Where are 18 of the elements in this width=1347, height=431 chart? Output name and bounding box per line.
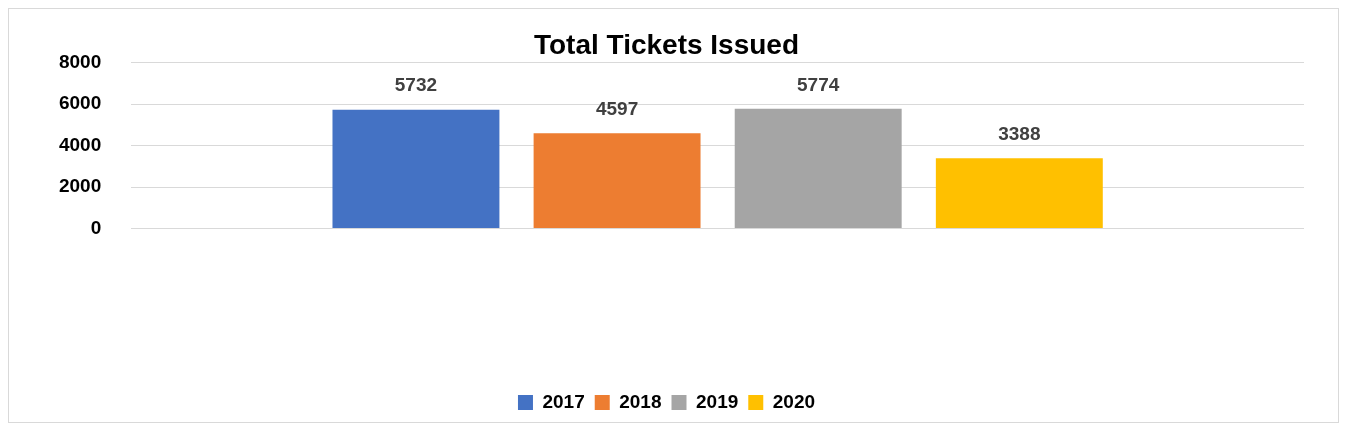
data-label: 5732 [394,74,438,96]
y-tick-label: 6000 [58,92,102,114]
y-tick-label: 2000 [58,175,102,197]
data-label: 4597 [595,97,639,119]
data-label: 3388 [998,123,1041,145]
y-tick-label: 8000 [58,50,102,72]
y-tick-label: 0 [90,216,102,238]
legend-label: 2017 [542,390,585,412]
bar [935,158,1103,229]
legend-label: 2020 [772,390,816,412]
y-tick-label: 4000 [58,133,102,155]
legend-label: 2019 [696,390,739,412]
data-label: 5774 [797,73,840,95]
bar [533,133,701,229]
chart-title: Total Tickets Issued [533,28,800,60]
legend-label: 2018 [619,390,662,412]
bar [734,108,902,229]
bar [332,109,500,229]
